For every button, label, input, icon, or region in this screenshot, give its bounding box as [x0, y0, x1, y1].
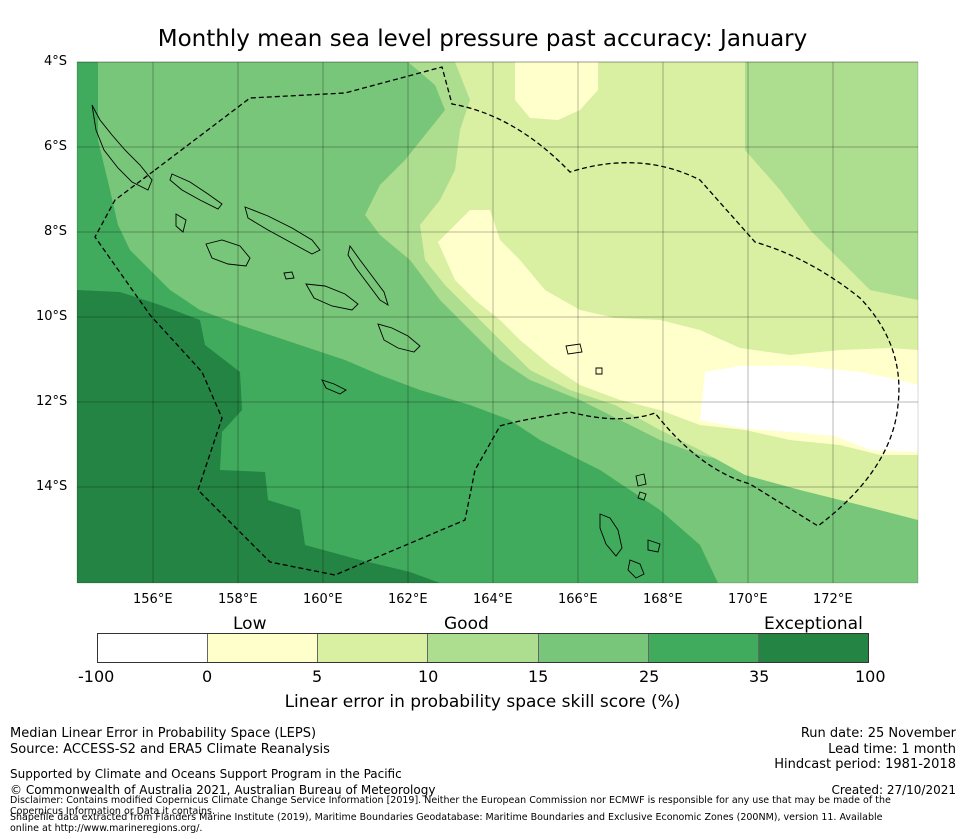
footer-lead-time: Lead time: 1 month [828, 742, 956, 757]
colorbar-tick: 0 [202, 667, 213, 686]
region-very-good [77, 62, 718, 583]
vanuatu-malakula [627, 559, 645, 579]
footer-shapefile-credit: Shapefile data extracted from Flanders M… [10, 812, 883, 834]
graticule [77, 61, 918, 583]
colorbar-tick: 15 [528, 667, 549, 686]
lon-label-164e: 164°E [473, 592, 513, 607]
lat-label-10s: 10°S [36, 309, 68, 324]
vanuatu-efate [647, 539, 661, 553]
colorbar-bin-25-35 [648, 634, 759, 662]
colorbar-tick: 100 [855, 667, 886, 686]
choiseul-island [169, 173, 223, 210]
lat-label-12s: 12°S [36, 394, 68, 409]
colorbar-category-good: Good [444, 614, 489, 634]
colorbar-tick: 25 [639, 667, 660, 686]
malaita-island [347, 244, 389, 307]
map-frame [76, 61, 919, 584]
lat-label-8s: 8°S [44, 224, 68, 239]
footer-disclaimer: Disclaimer: Contains modified Copernicus… [10, 795, 891, 817]
makira-island [305, 283, 359, 311]
region-no-skill [700, 366, 918, 452]
footer-hindcast-period: Hindcast period: 1981-2018 [774, 757, 956, 772]
lon-label-156e: 156°E [133, 592, 173, 607]
footer-copyright: © Commonwealth of Australia 2021, Austra… [10, 783, 436, 797]
colorbar-tick: 35 [749, 667, 770, 686]
colorbar-tick: 5 [312, 667, 323, 686]
colorbar-bin-below-zero [98, 634, 209, 662]
guadalcanal-island [205, 239, 251, 267]
lon-label-170e: 170°E [728, 592, 768, 607]
vanuatu-espiritu-santo [599, 513, 623, 557]
region-exceptional [77, 290, 440, 583]
lon-label-166e: 166°E [558, 592, 598, 607]
eez-boundary-solomon-islands [94, 66, 900, 576]
map-title: Monthly mean sea level pressure past acc… [157, 26, 808, 52]
footer-run-date: Run date: 25 November [800, 726, 956, 741]
colorbar-bin-5-10 [318, 634, 429, 662]
colorbar-axis-label: Linear error in probability space skill … [284, 692, 681, 712]
footer-created: Created: 27/10/2021 [831, 783, 956, 797]
lon-label-162e: 162°E [388, 592, 428, 607]
colorbar-bin-35-100 [758, 634, 868, 662]
lat-label-14s: 14°S [36, 479, 68, 494]
isabel-island [244, 206, 321, 255]
banks-islet-b [595, 367, 603, 375]
lon-label-158e: 158°E [218, 592, 258, 607]
lon-label-160e: 160°E [303, 592, 343, 607]
colorbar-bin-0-5 [208, 634, 319, 662]
colorbar-bin-10-15 [428, 634, 539, 662]
footer-metric: Median Linear Error in Probability Space… [10, 726, 317, 741]
footer-source: Source: ACCESS-S2 and ERA5 Climate Reana… [10, 742, 330, 757]
vanuatu-ambae [635, 473, 647, 487]
colorbar-tick: -100 [78, 667, 115, 686]
bougainville-island [91, 104, 153, 191]
lat-label-4s: 4°S [44, 54, 68, 69]
colorbar-category-low: Low [233, 614, 267, 634]
banks-islet-a [565, 343, 583, 355]
new-georgia-island [175, 213, 187, 233]
region-low-north [515, 62, 598, 120]
lon-label-168e: 168°E [643, 592, 683, 607]
colorbar [97, 633, 869, 663]
colorbar-category-exceptional: Exceptional [764, 614, 863, 634]
colorbar-tick: 10 [418, 667, 439, 686]
vanuatu-pentecost [637, 491, 647, 501]
santa-cruz-island [377, 323, 421, 353]
lat-label-6s: 6°S [44, 139, 68, 154]
footer-support: Supported by Climate and Oceans Support … [10, 767, 402, 781]
colorbar-bin-15-25 [538, 634, 649, 662]
small-islet [283, 271, 295, 280]
skill-shading [77, 62, 918, 583]
reef-islet [321, 379, 347, 395]
coastlines [91, 104, 661, 579]
lon-label-172e: 172°E [813, 592, 853, 607]
